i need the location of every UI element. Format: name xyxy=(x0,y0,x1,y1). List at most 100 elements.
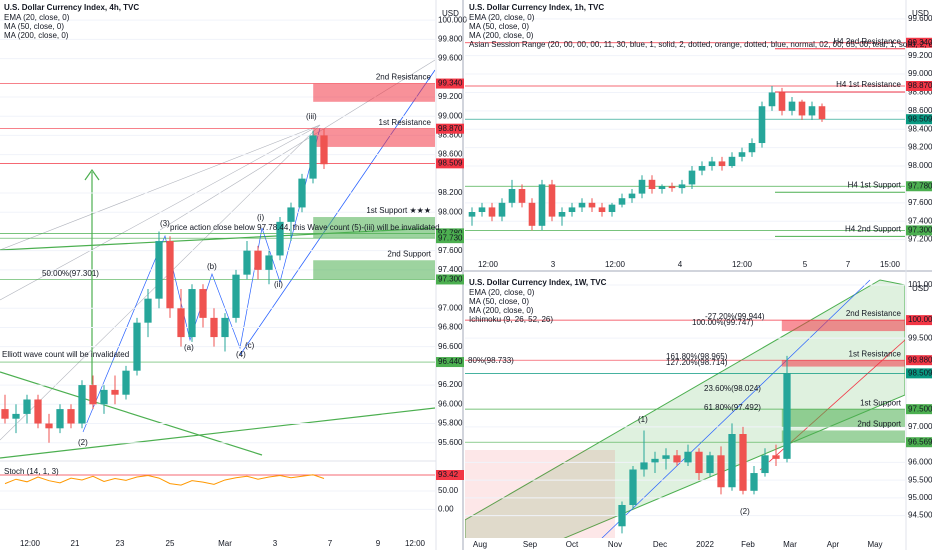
candle-body xyxy=(265,255,273,270)
x-tick-label: 4 xyxy=(678,260,683,269)
candle-body xyxy=(698,166,706,171)
y-tick-label: 96.800 xyxy=(438,323,463,332)
price-label: 97.500 xyxy=(908,404,932,413)
x-tick-label: 12:00 xyxy=(732,260,753,269)
candle-body xyxy=(783,373,791,459)
y-tick-label: 96.000 xyxy=(438,399,463,408)
zone xyxy=(313,260,435,280)
wave-path xyxy=(82,127,321,433)
candle-body xyxy=(706,455,714,474)
x-tick-label: 2022 xyxy=(696,540,714,549)
price-label: 97.300 xyxy=(438,275,463,284)
price-label-box xyxy=(906,225,932,236)
candle-body xyxy=(488,207,496,217)
level-name: H4 2nd Support xyxy=(845,225,902,234)
currency: USD xyxy=(912,9,929,18)
x-tick-label: 12:00 xyxy=(605,260,626,269)
y-tick-label: 98.800 xyxy=(438,131,463,140)
y-tick-label: 100.000 xyxy=(438,15,467,24)
annotation: 80%(98.733) xyxy=(468,356,514,365)
y-tick-label: 95.600 xyxy=(438,438,463,447)
price-label-box xyxy=(906,37,932,48)
x-tick-label: 12:00 xyxy=(20,539,41,548)
chart-title: Stoch (14, 1, 3) xyxy=(4,467,59,476)
candle-body xyxy=(788,101,796,111)
annotation: Elliott wave count will be invalidated xyxy=(2,350,129,359)
indicator-label: MA (50, close, 0) xyxy=(4,22,64,31)
candle-body xyxy=(309,135,317,179)
pane xyxy=(465,284,905,534)
candle-body xyxy=(276,221,284,256)
fan-line xyxy=(0,124,321,251)
candle-body xyxy=(598,207,606,213)
y-tick-label: 99.000 xyxy=(908,69,932,78)
zone xyxy=(313,217,435,239)
x-tick-label: Mar xyxy=(218,539,232,548)
candle-body xyxy=(651,458,659,463)
candle-body xyxy=(748,143,756,153)
x-tick-label: 21 xyxy=(71,539,80,548)
candle-body xyxy=(618,504,626,527)
candle-body xyxy=(548,184,556,217)
candle-body xyxy=(618,198,626,205)
zone xyxy=(781,430,905,443)
y-tick-label: 99.200 xyxy=(908,51,932,60)
candle-body xyxy=(640,462,648,470)
candle-body xyxy=(728,434,736,488)
zone-label: 2nd Support xyxy=(857,420,901,429)
candle-body xyxy=(708,161,716,167)
annotation: 50.00%(97.301) xyxy=(42,269,99,278)
annotation: (4) xyxy=(236,350,246,359)
annotation: (2) xyxy=(78,438,88,447)
annotation: (iii) xyxy=(306,112,317,121)
annotation: (i) xyxy=(257,213,264,222)
price-label-box xyxy=(906,114,932,125)
candle-body xyxy=(750,473,758,491)
pane xyxy=(0,19,435,444)
price-label-box xyxy=(906,181,932,192)
price-label: 98.870 xyxy=(438,124,463,133)
x-tick-label: 25 xyxy=(166,539,175,548)
candle-body xyxy=(608,204,616,213)
currency: USD xyxy=(442,9,459,18)
y-tick-label: 97.600 xyxy=(438,246,463,255)
price-label-box xyxy=(436,78,464,89)
zone-label: 2nd Resistance xyxy=(846,309,902,318)
arrow-head xyxy=(84,168,100,181)
x-tick-label: 3 xyxy=(551,260,556,269)
candle-body xyxy=(144,298,152,323)
candle-body xyxy=(638,179,646,194)
zone-label: 2nd Support xyxy=(387,249,431,258)
indicator-label: MA (200, close, 0) xyxy=(469,306,534,315)
y-tick-label: 97.000 xyxy=(438,303,463,312)
annotation: price action close below 97.78.44, this … xyxy=(170,223,440,232)
price-label: 98.509 xyxy=(438,158,463,167)
x-tick-label: 12:00 xyxy=(478,260,499,269)
candle-body xyxy=(684,451,692,463)
price-label-box xyxy=(436,274,464,285)
price-label: 97.780 xyxy=(908,181,932,190)
y-tick-label: 95.000 xyxy=(908,493,932,502)
candle-body xyxy=(210,317,218,338)
price-label: 93.42 xyxy=(438,470,459,479)
annotation: (3) xyxy=(160,219,170,228)
candle-body xyxy=(658,186,666,190)
candle-body xyxy=(678,184,686,189)
annotation: 161.80%(98.965) xyxy=(666,352,728,361)
price-label: 99.340 xyxy=(438,79,463,88)
candle-body xyxy=(45,423,53,429)
x-tick-label: Apr xyxy=(827,540,840,549)
y-tick-label: 96.600 xyxy=(438,342,463,351)
candle-body xyxy=(1,409,9,419)
candle-body xyxy=(688,170,696,185)
y-tick-label: 98.600 xyxy=(908,106,932,115)
annotation: 23.60%(98.024) xyxy=(704,384,761,393)
x-tick-label: 9 xyxy=(376,539,381,548)
candle-body xyxy=(772,455,780,459)
candle-body xyxy=(498,202,506,217)
y-tick-label: 98.800 xyxy=(908,88,932,97)
candle-body xyxy=(254,250,262,270)
annotation: 100.00%(99.747) xyxy=(692,318,754,327)
candle-body xyxy=(188,289,196,338)
candle-body xyxy=(758,106,766,144)
